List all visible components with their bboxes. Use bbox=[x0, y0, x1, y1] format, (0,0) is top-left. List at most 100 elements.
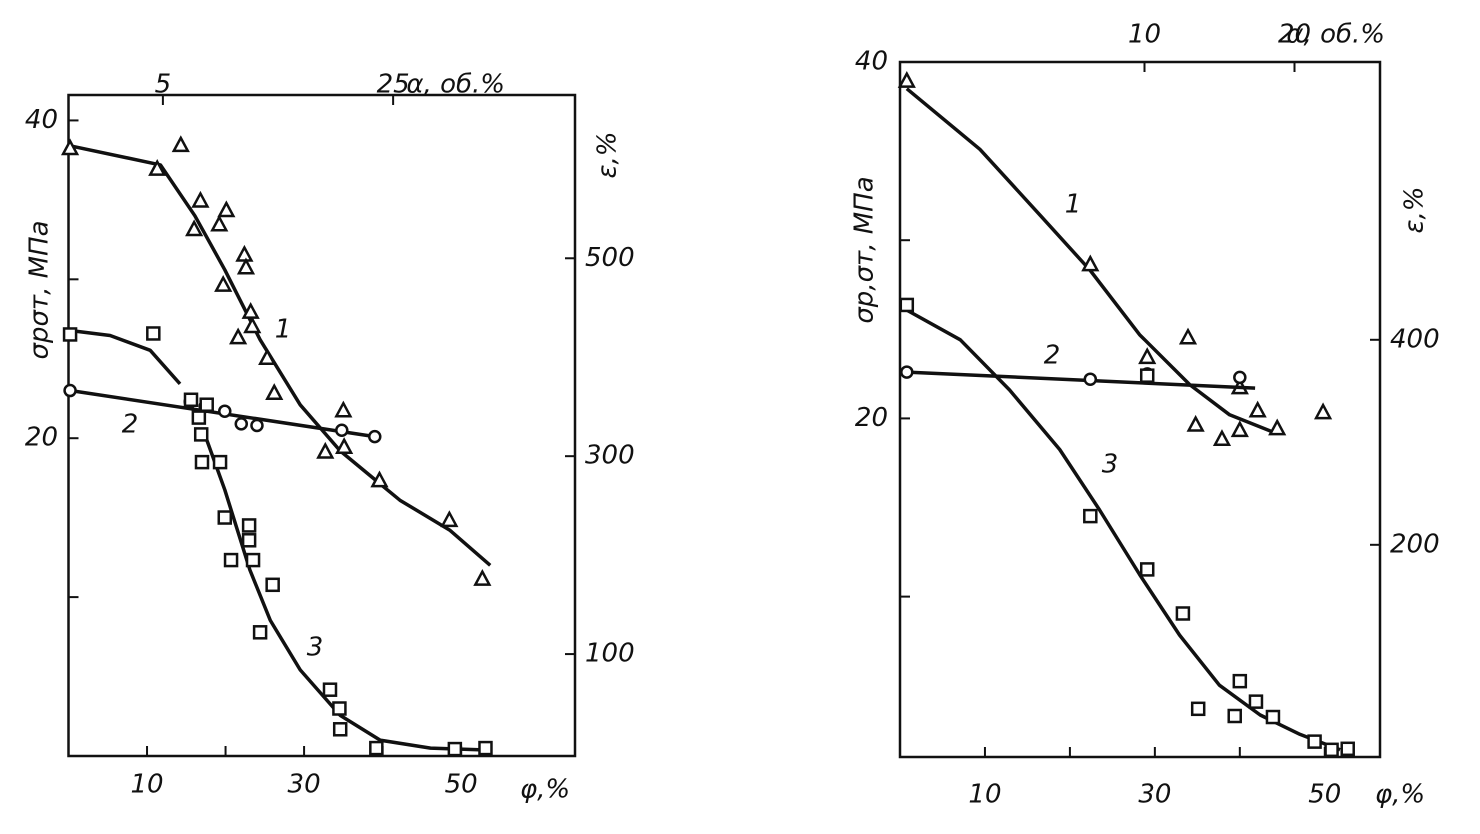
data-point bbox=[370, 470, 389, 488]
y-axis-label: σр,σт, МПа bbox=[850, 176, 880, 323]
data-point bbox=[217, 510, 233, 525]
fit-curve bbox=[69, 328, 491, 752]
x-axis-label: φ,% bbox=[1375, 780, 1425, 810]
fit-curve bbox=[69, 144, 492, 567]
data-point bbox=[218, 404, 232, 418]
y-tick-label: 40 bbox=[25, 105, 58, 135]
fit-curve bbox=[905, 87, 1276, 435]
data-point bbox=[322, 682, 338, 697]
data-point bbox=[63, 383, 77, 398]
data-point bbox=[1265, 709, 1281, 725]
data-point bbox=[183, 392, 199, 408]
y-tick-label: 20 bbox=[25, 423, 58, 453]
data-point bbox=[146, 326, 161, 341]
x2-axis-label: α, об.% bbox=[406, 70, 505, 100]
data-point bbox=[194, 454, 210, 470]
data-point bbox=[1081, 254, 1100, 272]
data-point bbox=[316, 441, 335, 459]
y2-tick-label: 400 bbox=[1390, 324, 1440, 354]
x2-axis-label: α, об.% bbox=[1286, 20, 1385, 50]
x-tick-label: 50 bbox=[1308, 780, 1341, 810]
plot-frame bbox=[67, 93, 577, 758]
data-point bbox=[332, 701, 347, 716]
x2-tick-label: 5 bbox=[155, 70, 172, 100]
data-point bbox=[1178, 327, 1198, 345]
data-point bbox=[191, 190, 210, 208]
data-point bbox=[148, 159, 167, 176]
data-point bbox=[191, 410, 207, 425]
curve-label: 3 bbox=[307, 633, 324, 663]
data-point bbox=[1248, 694, 1264, 709]
data-point bbox=[332, 722, 348, 737]
data-point bbox=[241, 518, 257, 533]
y2-tick-label: 500 bbox=[585, 243, 635, 273]
data-point bbox=[241, 533, 257, 548]
data-point bbox=[185, 219, 204, 237]
data-point bbox=[1230, 420, 1249, 438]
x-tick-label: 30 bbox=[288, 770, 321, 800]
data-point bbox=[899, 297, 915, 313]
data-point bbox=[1340, 741, 1355, 757]
curve-label: 1 bbox=[275, 315, 292, 345]
plot-frame bbox=[898, 60, 1382, 759]
x2-tick-label: 10 bbox=[1128, 20, 1161, 50]
data-point bbox=[250, 418, 264, 433]
y2-axis-label: ε,% bbox=[1400, 186, 1430, 233]
data-point bbox=[473, 568, 492, 586]
data-point bbox=[193, 427, 209, 442]
data-point bbox=[1268, 418, 1287, 436]
curve-label: 2 bbox=[1044, 341, 1061, 371]
data-point bbox=[1139, 368, 1155, 383]
data-point bbox=[1212, 429, 1232, 447]
x-tick-label: 10 bbox=[968, 780, 1001, 810]
data-point bbox=[62, 327, 78, 342]
y-tick-label: 20 bbox=[855, 403, 888, 433]
data-point bbox=[335, 423, 349, 438]
data-point bbox=[368, 429, 382, 444]
data-point bbox=[235, 244, 254, 262]
data-point bbox=[1186, 414, 1205, 432]
data-point bbox=[1227, 708, 1242, 724]
data-point bbox=[1324, 742, 1339, 758]
data-point bbox=[1083, 372, 1098, 386]
data-point bbox=[1233, 370, 1247, 385]
data-point bbox=[897, 70, 916, 88]
x-tick-label: 50 bbox=[445, 770, 478, 800]
x-axis-label: φ,% bbox=[520, 775, 570, 805]
data-point bbox=[223, 552, 239, 568]
x2-tick-label: 20 bbox=[1278, 20, 1311, 50]
y2-axis-label: ε,% bbox=[593, 131, 623, 178]
data-point bbox=[210, 214, 229, 232]
data-point bbox=[217, 200, 236, 218]
y-tick-label: 40 bbox=[855, 47, 888, 77]
data-point bbox=[258, 348, 277, 366]
data-point bbox=[1139, 562, 1155, 577]
y-axis-label: σрσт, МПа bbox=[25, 220, 55, 359]
x-tick-label: 30 bbox=[1138, 780, 1171, 810]
data-point bbox=[199, 397, 214, 412]
data-point bbox=[478, 740, 493, 756]
y2-tick-label: 300 bbox=[585, 441, 635, 471]
fit-curve bbox=[906, 370, 1256, 390]
data-point bbox=[447, 741, 463, 757]
data-point bbox=[1232, 673, 1248, 689]
data-point bbox=[214, 275, 233, 292]
curve-label: 1 bbox=[1065, 190, 1082, 220]
y2-tick-label: 200 bbox=[1390, 529, 1440, 559]
x-tick-label: 10 bbox=[130, 770, 163, 800]
data-point bbox=[1175, 606, 1191, 621]
x2-tick-label: 25 bbox=[377, 70, 410, 100]
data-point bbox=[245, 552, 261, 568]
data-point bbox=[171, 135, 190, 153]
data-point bbox=[1190, 701, 1206, 717]
data-point bbox=[1083, 508, 1098, 524]
data-point bbox=[369, 740, 384, 756]
data-point bbox=[265, 577, 280, 593]
data-point bbox=[241, 302, 260, 319]
data-point bbox=[440, 510, 459, 528]
data-point bbox=[900, 365, 914, 379]
data-point bbox=[229, 327, 248, 345]
data-point bbox=[212, 454, 228, 470]
data-point bbox=[1307, 734, 1322, 749]
